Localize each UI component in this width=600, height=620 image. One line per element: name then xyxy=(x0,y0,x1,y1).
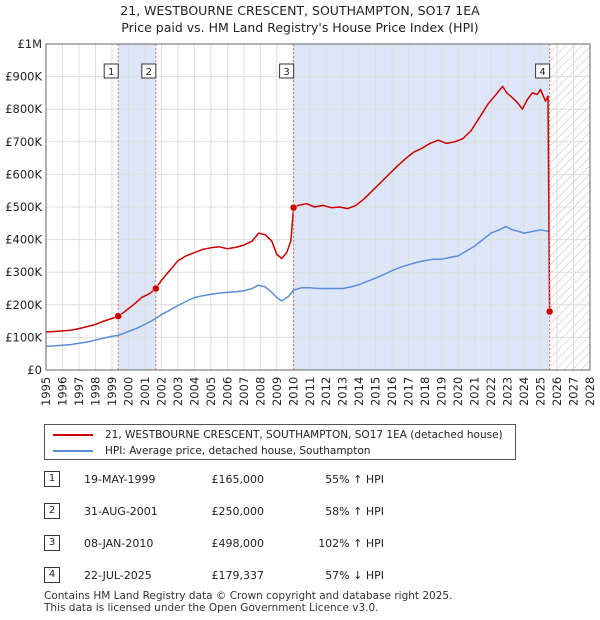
y-tick-label: £300K xyxy=(5,265,42,279)
legend-swatch-hpi xyxy=(53,450,93,452)
chart-title: 21, WESTBOURNE CRESCENT, SOUTHAMPTON, SO… xyxy=(0,2,600,36)
x-tick-label: 2023 xyxy=(501,377,515,406)
x-tick-label: 2015 xyxy=(369,377,383,406)
x-tick-label: 1996 xyxy=(55,377,69,406)
sale-price: £165,000 xyxy=(211,473,265,486)
sale-number-badge: 1 xyxy=(44,471,60,487)
x-tick-label: 2000 xyxy=(121,377,135,406)
sale-number-badge: 4 xyxy=(44,567,60,583)
x-tick-label: 2013 xyxy=(336,377,350,406)
plot-frame xyxy=(45,43,591,371)
y-tick-label: £900K xyxy=(5,70,42,84)
y-tick-label: £200K xyxy=(5,298,42,312)
sale-date: 31-AUG-2001 xyxy=(84,505,158,518)
sale-row: 1 19-MAY-1999 £165,000 55% ↑ HPI xyxy=(44,470,564,490)
legend-swatch-price xyxy=(53,434,93,436)
sale-number-label: 3 xyxy=(283,67,289,78)
sale-point xyxy=(289,203,298,212)
sale-hpi-change: 55% ↑ HPI xyxy=(325,473,384,486)
sale-number-box xyxy=(535,63,551,79)
y-tick-label: £500K xyxy=(5,200,42,214)
footer-licence: This data is licensed under the Open Gov… xyxy=(44,602,379,614)
x-tick-label: 2006 xyxy=(220,377,234,406)
x-tick-label: 2028 xyxy=(583,377,597,406)
x-tick-label: 1999 xyxy=(105,377,119,406)
x-tick-label: 2020 xyxy=(451,377,465,406)
sale-price: £498,000 xyxy=(211,537,265,550)
x-tick-label: 2001 xyxy=(138,377,152,406)
x-tick-label: 2027 xyxy=(567,377,581,406)
legend-label-price: 21, WESTBOURNE CRESCENT, SOUTHAMPTON, SO… xyxy=(105,429,503,441)
sale-hpi-change: 57% ↓ HPI xyxy=(325,569,384,582)
x-tick-label: 2003 xyxy=(171,377,185,406)
x-tick-label: 2014 xyxy=(352,377,366,406)
sale-hpi-change: 102% ↑ HPI xyxy=(318,537,384,550)
sale-number-label: 1 xyxy=(108,67,114,78)
sale-number-label: 2 xyxy=(146,67,152,78)
x-tick-label: 2025 xyxy=(534,377,548,406)
x-tick-label: 2018 xyxy=(418,377,432,406)
x-tick-label: 1998 xyxy=(88,377,102,406)
sale-number-box xyxy=(279,63,295,79)
chart-title-line1: 21, WESTBOURNE CRESCENT, SOUTHAMPTON, SO… xyxy=(120,3,480,18)
x-tick-label: 2005 xyxy=(204,377,218,406)
sale-price: £250,000 xyxy=(211,505,265,518)
y-tick-label: £800K xyxy=(5,102,42,116)
footer-copyright: Contains HM Land Registry data © Crown c… xyxy=(44,590,453,602)
x-tick-label: 2008 xyxy=(253,377,267,406)
sale-row: 4 22-JUL-2025 £179,337 57% ↓ HPI xyxy=(44,566,564,586)
legend: 21, WESTBOURNE CRESCENT, SOUTHAMPTON, SO… xyxy=(44,424,516,460)
legend-item-hpi: HPI: Average price, detached house, Sout… xyxy=(53,443,370,459)
y-tick-label: £700K xyxy=(5,135,42,149)
x-tick-label: 2007 xyxy=(237,377,251,406)
sale-date: 08-JAN-2010 xyxy=(84,537,154,550)
sale-number-box xyxy=(141,63,157,79)
legend-item-price: 21, WESTBOURNE CRESCENT, SOUTHAMPTON, SO… xyxy=(53,427,503,443)
sale-number-badge: 3 xyxy=(44,535,60,551)
x-tick-label: 2024 xyxy=(517,377,531,406)
x-tick-label: 2026 xyxy=(550,377,564,406)
x-tick-label: 2016 xyxy=(385,377,399,406)
sale-date: 19-MAY-1999 xyxy=(84,473,156,486)
sale-number-badge: 2 xyxy=(44,503,60,519)
x-tick-label: 2022 xyxy=(484,377,498,406)
sale-point xyxy=(152,284,160,293)
sale-row: 2 31-AUG-2001 £250,000 58% ↑ HPI xyxy=(44,502,564,522)
x-tick-label: 2010 xyxy=(286,377,300,406)
sale-price: £179,337 xyxy=(211,569,265,582)
y-tick-label: £0 xyxy=(27,363,42,377)
x-tick-label: 1995 xyxy=(39,377,53,406)
sale-date: 22-JUL-2025 xyxy=(84,569,152,582)
y-tick-label: £1M xyxy=(17,37,42,51)
sale-row: 3 08-JAN-2010 £498,000 102% ↑ HPI xyxy=(44,534,564,554)
sale-point xyxy=(114,312,122,320)
sale-point xyxy=(545,307,554,316)
sale-number-box xyxy=(103,63,119,79)
sale-hpi-change: 58% ↑ HPI xyxy=(325,505,384,518)
legend-label-hpi: HPI: Average price, detached house, Sout… xyxy=(105,445,371,457)
x-tick-label: 1997 xyxy=(72,377,86,406)
y-tick-label: £100K xyxy=(5,330,42,344)
hpi-line xyxy=(45,225,549,347)
footer-attribution: Contains HM Land Registry data © Crown c… xyxy=(44,590,452,614)
y-tick-label: £400K xyxy=(5,233,42,247)
price-chart: 1 2 3 4 £0 £100K £200K £300K £400K £500K £600K £70… xyxy=(5,37,597,406)
y-tick-label: £600K xyxy=(5,167,42,181)
price-paid-line xyxy=(45,85,551,333)
x-tick-label: 2004 xyxy=(187,377,201,406)
x-tick-label: 2017 xyxy=(402,377,416,406)
x-tick-label: 2009 xyxy=(270,377,284,406)
x-tick-label: 2012 xyxy=(319,377,333,406)
x-tick-label: 2019 xyxy=(435,377,449,406)
x-tick-label: 2002 xyxy=(154,377,168,406)
x-tick-label: 2021 xyxy=(468,377,482,406)
x-tick-label: 2011 xyxy=(303,377,317,406)
chart-title-line2: Price paid vs. HM Land Registry's House … xyxy=(121,20,479,35)
sale-number-label: 4 xyxy=(539,67,545,78)
